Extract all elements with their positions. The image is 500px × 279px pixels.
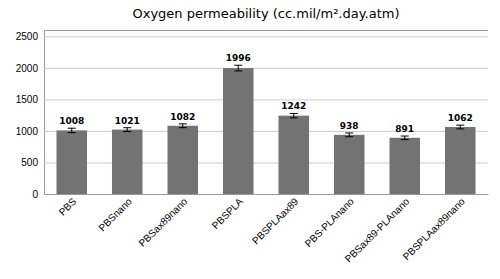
x-tick-label: PBS [57,196,79,218]
plot: 0 500 1000 1500 2000 2500 PBS PBSnanoPBSax89nan… [16,31,489,265]
error-bar-cap [179,127,187,128]
y-tick-label: 500 [21,157,38,168]
data-label: 891 [395,124,414,134]
grid-line [44,131,488,132]
error-bar [456,125,464,129]
error-bar-cap [456,125,464,126]
bars [56,65,475,194]
error-bar [234,65,242,71]
grid-line [44,99,488,100]
error-bar-stem [404,136,405,140]
data-label: 1242 [281,101,306,111]
error-bar-cap [68,128,76,129]
x-tick: PBSPLAax89nano [401,195,468,262]
bar [278,116,309,194]
y-tick-label: 0 [32,189,38,200]
bar [56,130,87,194]
error-bar-cap [234,65,242,66]
grid-line [44,162,488,163]
x-tick-label: PBSPLA [210,196,246,232]
error-bar-stem [349,133,350,137]
x-axis: PBSPBSnanoPBSax89nanoPBSPLAPBSPLAax89PBS… [45,195,489,265]
x-tick: PBS [57,196,79,218]
error-bar-stem [71,128,72,132]
y-axis: 0 500 1000 1500 2000 2500 [16,31,488,200]
error-bar [179,124,187,128]
chart: 0 500 1000 1500 2000 2500 PBS PBSnanoPBSax89nan… [0,0,500,279]
y-tick: 2500 [16,31,488,42]
grid-line [44,68,488,69]
grid-line [44,194,488,195]
error-bar-cap [401,136,409,137]
x-tick: PBS-PLAnano [303,195,357,249]
error-bar-stem [127,128,128,132]
x-tick: PBSPLAax89 [250,195,301,246]
error-bar-cap [345,132,353,133]
x-tick-label: PBSnano [96,195,134,233]
error-bar [401,136,409,140]
bar [112,130,143,194]
data-labels: 1008 1021 1082 1996 1242 938 891 1062 [59,53,473,134]
error-bar [345,133,353,137]
error-bar-stem [293,113,294,117]
bar [223,68,254,194]
error-bar-cap [401,139,409,140]
data-label: 1082 [170,112,195,122]
error-bar-cap [123,127,131,128]
error-bar-stem [182,124,183,128]
error-bar [123,128,131,132]
error-bar-stem [460,125,461,129]
bar [167,126,198,194]
bar [445,127,476,194]
x-tick-label: PBS-PLAnano [303,195,357,249]
error-bar-cap [68,132,76,133]
error-bar-cap [345,136,353,137]
x-axis-line [45,194,489,195]
title: Oxygen permeability (cc.mil/m².day.atm) [132,6,399,21]
x-tick: PBSnano [96,195,134,233]
data-label: 1008 [59,116,84,126]
data-label: 1021 [115,116,140,126]
data-label: 938 [340,121,359,131]
data-label: 1996 [226,53,251,63]
error-bar-cap [456,128,464,129]
error-bar-cap [179,123,187,124]
error-bar-cap [123,131,131,132]
x-tick: PBSax89nano [136,195,189,248]
x-tick-label: PBSPLAax89 [250,195,301,246]
error-bar-cap [290,113,298,114]
error-bar-cap [290,117,298,118]
bar [389,138,420,194]
y-tick-label: 2500 [16,31,39,42]
bar [334,135,365,194]
data-label: 1062 [448,113,473,123]
y-axis-line [45,31,489,195]
y-tick-label: 1500 [16,94,39,105]
error-bar [68,128,76,132]
y-tick-label: 1000 [16,126,39,137]
x-tick: PBSPLA [210,196,246,232]
y-tick-label: 2000 [16,63,39,74]
error-bar-cap [234,70,242,71]
x-tick-label: PBSPLAax89nano [401,195,468,262]
error-bar-stem [238,65,239,71]
error-bar [290,113,298,117]
x-tick-label: PBSax89nano [136,195,189,248]
grid-line [44,36,488,37]
